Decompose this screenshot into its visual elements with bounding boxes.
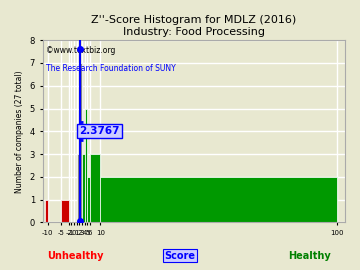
Bar bbox=[77, 154, 80, 222]
Text: Unhealthy: Unhealthy bbox=[47, 251, 103, 261]
Bar bbox=[61, 200, 69, 222]
Text: ©www.textbiz.org: ©www.textbiz.org bbox=[46, 46, 115, 55]
Title: Z''-Score Histogram for MDLZ (2016)
Industry: Food Processing: Z''-Score Histogram for MDLZ (2016) Indu… bbox=[91, 15, 296, 37]
Y-axis label: Number of companies (27 total): Number of companies (27 total) bbox=[15, 70, 24, 193]
Bar bbox=[87, 177, 90, 222]
Text: Healthy: Healthy bbox=[288, 251, 331, 261]
Bar bbox=[82, 154, 85, 222]
Text: The Research Foundation of SUNY: The Research Foundation of SUNY bbox=[46, 64, 175, 73]
Text: 2.3767: 2.3767 bbox=[80, 126, 120, 136]
Bar bbox=[80, 63, 82, 222]
Text: Score: Score bbox=[165, 251, 195, 261]
Bar bbox=[45, 200, 48, 222]
Bar bbox=[90, 154, 100, 222]
Bar bbox=[85, 109, 87, 222]
Bar bbox=[100, 177, 337, 222]
